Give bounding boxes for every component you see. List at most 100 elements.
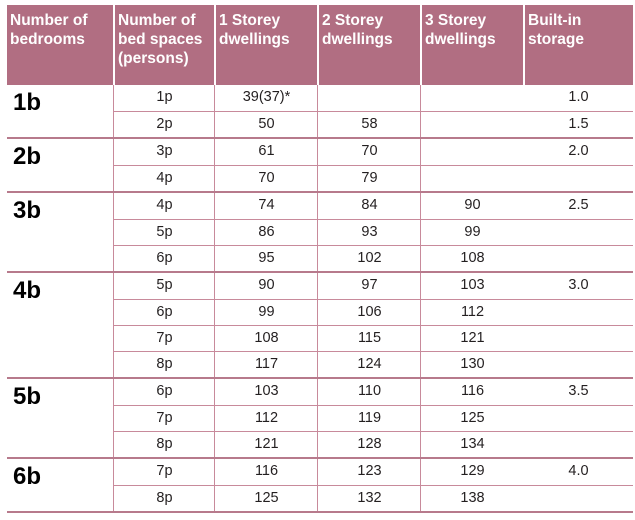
bed-spaces-cell: 6p (114, 245, 215, 271)
one-storey-cell: 95 (215, 245, 318, 271)
column-divider (113, 459, 114, 511)
two-storey-cell: 124 (318, 351, 421, 377)
table-row: 7p 108 115 121 (7, 325, 633, 351)
storage-cell (524, 245, 633, 271)
three-storey-cell (421, 111, 524, 137)
table-row: 4p 70 79 (7, 165, 633, 191)
storage-cell (524, 165, 633, 191)
one-storey-cell: 70 (215, 165, 318, 191)
storage-cell (524, 405, 633, 431)
bed-spaces-cell: 4p (114, 165, 215, 191)
two-storey-cell: 132 (318, 485, 421, 511)
bedrooms-label: 1b (13, 89, 42, 116)
one-storey-cell: 50 (215, 111, 318, 137)
space-standards-table: Number of bedrooms Number of bed spaces … (7, 5, 633, 513)
bedroom-group: 5b 6p 103 110 116 3.5 7p 112 119 125 8p 121 128 134 (7, 379, 633, 459)
bedroom-group: 6b 7p 116 123 129 4.0 8p 125 132 138 (7, 459, 633, 513)
three-storey-cell: 121 (421, 325, 524, 351)
two-storey-cell: 123 (357, 463, 382, 479)
one-storey-cell: 61 (258, 143, 275, 159)
one-storey-cell: 117 (215, 351, 318, 377)
storage-cell: 3.5 (568, 383, 589, 399)
header-2-storey: 2 Storey dwellings (319, 5, 420, 85)
bed-spaces-cell: 7p (156, 463, 173, 479)
bed-spaces-cell: 6p (156, 383, 173, 399)
two-storey-cell: 84 (361, 197, 378, 213)
bed-spaces-cell: 3p (156, 143, 173, 159)
one-storey-cell: 74 (258, 197, 275, 213)
three-storey-cell: 130 (421, 351, 524, 377)
bedroom-group: 2b 3p 61 70 2.0 4p 70 79 (7, 139, 633, 193)
column-divider (113, 193, 114, 271)
three-storey-cell (421, 85, 524, 111)
two-storey-cell: 110 (357, 383, 382, 399)
column-divider (113, 379, 114, 457)
table-row: 1p 39(37)* 1.0 (7, 85, 633, 111)
header-bedrooms: Number of bedrooms (7, 5, 113, 85)
table-row: 4p 74 84 90 2.5 (7, 193, 633, 219)
three-storey-cell: 108 (421, 245, 524, 271)
storage-cell (524, 325, 633, 351)
two-storey-cell: 106 (318, 299, 421, 325)
three-storey-cell: 129 (460, 463, 485, 479)
bed-spaces-cell: 6p (114, 299, 215, 325)
table-row: 7p 116 123 129 4.0 (7, 459, 633, 485)
three-storey-cell: 99 (421, 219, 524, 245)
table-row: 3p 61 70 2.0 (7, 139, 633, 165)
table-row: 7p 112 119 125 (7, 405, 633, 431)
bed-spaces-cell: 5p (156, 277, 173, 293)
table-row: 5p 90 97 103 3.0 (7, 273, 633, 299)
storage-cell: 2.0 (568, 143, 589, 159)
three-storey-cell: 138 (421, 485, 524, 511)
one-storey-cell: 103 (254, 383, 279, 399)
column-divider (214, 193, 215, 271)
bed-spaces-cell: 7p (114, 325, 215, 351)
one-storey-cell: 108 (215, 325, 318, 351)
table-row: 6p 103 110 116 3.5 (7, 379, 633, 405)
table-row: 2p 50 58 1.5 (7, 111, 633, 137)
header-storage: Built-in storage (525, 5, 633, 85)
storage-cell (524, 431, 633, 457)
three-storey-cell: 134 (421, 431, 524, 457)
bedrooms-label: 2b (13, 143, 42, 170)
three-storey-cell (421, 165, 524, 191)
column-divider (317, 193, 318, 271)
table-header: Number of bedrooms Number of bed spaces … (7, 5, 633, 85)
column-divider (420, 379, 421, 457)
one-storey-cell: 39(37)* (242, 89, 291, 105)
one-storey-cell: 90 (258, 277, 275, 293)
table-body: 1b 1p 39(37)* 1.0 2p 50 58 1.5 2b 3p 61 70 2.0 4p 70 79… (7, 85, 633, 513)
two-storey-cell (318, 85, 421, 111)
one-storey-cell: 99 (215, 299, 318, 325)
three-storey-cell (421, 139, 524, 165)
bedrooms-label: 6b (13, 463, 42, 490)
three-storey-cell: 116 (460, 383, 485, 399)
header-bed-spaces: Number of bed spaces (persons) (115, 5, 214, 85)
one-storey-cell: 86 (215, 219, 318, 245)
column-divider (113, 273, 114, 377)
header-3-storey: 3 Storey dwellings (422, 5, 523, 85)
column-divider (317, 379, 318, 457)
bedrooms-label: 5b (13, 383, 42, 410)
table-row: 8p 117 124 130 (7, 351, 633, 377)
three-storey-cell: 125 (421, 405, 524, 431)
table-row: 8p 125 132 138 (7, 485, 633, 511)
one-storey-cell: 112 (215, 405, 318, 431)
three-storey-cell: 103 (460, 277, 485, 293)
one-storey-cell: 121 (215, 431, 318, 457)
one-storey-cell: 116 (254, 463, 279, 479)
bedroom-group: 3b 4p 74 84 90 2.5 5p 86 93 99 6p 95 102 108 (7, 193, 633, 273)
bed-spaces-cell: 7p (114, 405, 215, 431)
bedrooms-label: 3b (13, 197, 42, 224)
two-storey-cell: 79 (318, 165, 421, 191)
table-row: 8p 121 128 134 (7, 431, 633, 457)
two-storey-cell: 115 (318, 325, 421, 351)
two-storey-cell: 97 (361, 277, 378, 293)
storage-cell (524, 299, 633, 325)
storage-cell: 3.0 (568, 277, 589, 293)
table-row: 6p 95 102 108 (7, 245, 633, 271)
column-divider (214, 379, 215, 457)
two-storey-cell: 119 (318, 405, 421, 431)
two-storey-cell: 70 (361, 143, 378, 159)
storage-cell: 1.0 (568, 89, 589, 105)
